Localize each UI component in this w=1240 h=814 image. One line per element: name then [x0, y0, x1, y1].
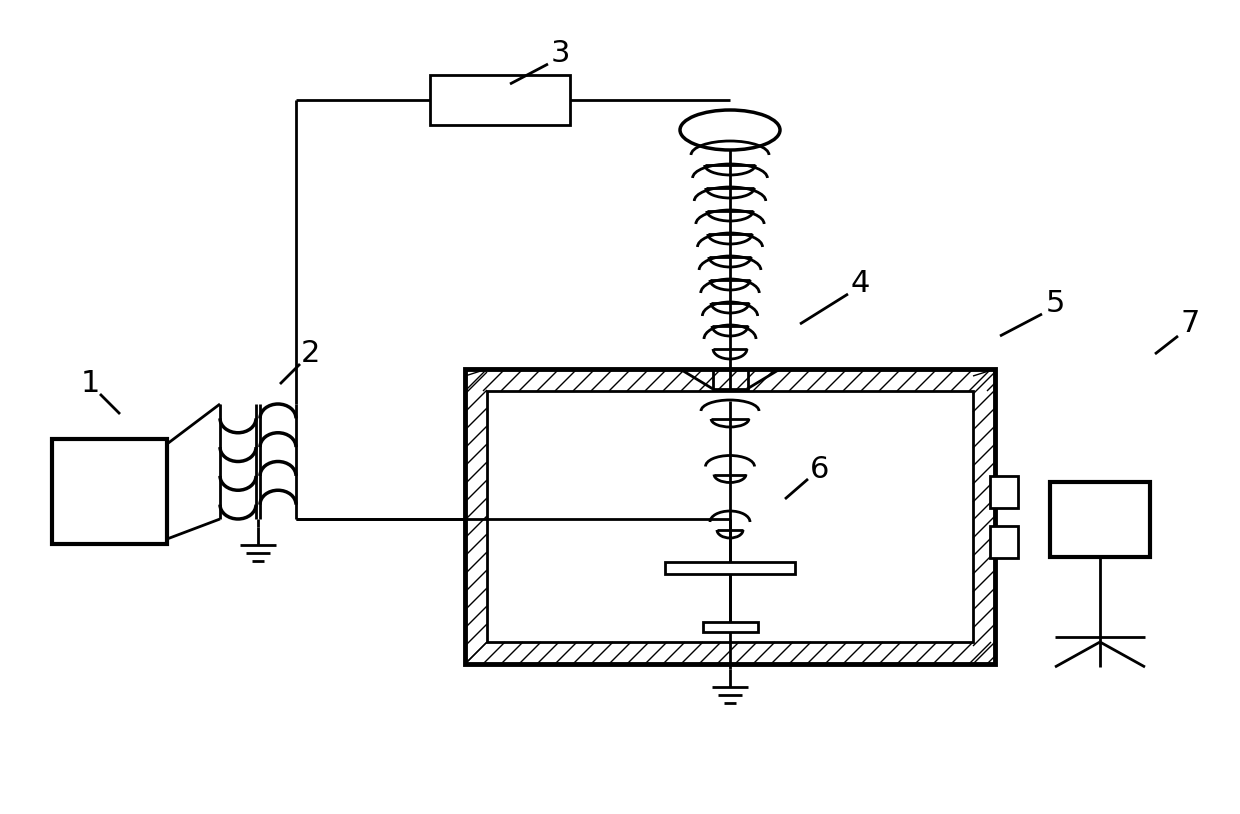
- Bar: [665, 562, 795, 574]
- Bar: [990, 476, 1018, 508]
- Text: 2: 2: [300, 339, 320, 369]
- Bar: [703, 622, 758, 632]
- Bar: [52, 439, 167, 544]
- Bar: [1050, 482, 1149, 557]
- Bar: [430, 75, 570, 125]
- Text: 3: 3: [551, 40, 569, 68]
- Text: 7: 7: [1180, 309, 1199, 339]
- Bar: [990, 526, 1018, 558]
- Text: 5: 5: [1045, 290, 1065, 318]
- Text: 1: 1: [81, 370, 99, 399]
- Bar: [487, 391, 973, 642]
- Ellipse shape: [680, 110, 780, 150]
- Text: 4: 4: [851, 269, 869, 299]
- Text: 6: 6: [810, 454, 830, 484]
- Bar: [465, 369, 994, 664]
- Bar: [713, 369, 748, 389]
